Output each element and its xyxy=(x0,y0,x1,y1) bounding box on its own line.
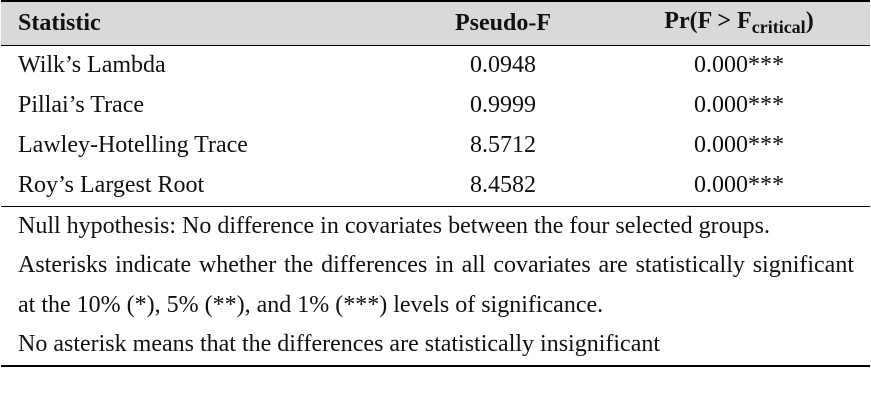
header-cell: Pseudo-F xyxy=(455,9,551,36)
table-body: Wilk’s Lambda 0.0948 0.000*** Pillai’s Trac… xyxy=(1,45,870,207)
table-cell: Pillai’s Trace xyxy=(18,92,145,118)
table-row: Lawley-Hotelling Trace 8.5712 0.000*** xyxy=(1,126,870,166)
table-cell: Lawley-Hotelling Trace xyxy=(18,132,248,158)
table-cell: Roy’s Largest Root xyxy=(1,165,398,207)
table-cell: Wilk’s Lambda xyxy=(18,52,166,78)
table-row: Wilk’s Lambda 0.0948 0.000*** xyxy=(1,45,870,86)
table-cell: 8.4582 xyxy=(398,165,608,207)
table-cell: 0.000*** xyxy=(694,52,784,78)
table-cell: 0.000*** xyxy=(608,165,870,207)
header-cell: Pr(F > Fcritical) xyxy=(608,1,870,45)
table-notes: Null hypothesis: No difference in covari… xyxy=(1,207,870,367)
table-row: Roy’s Largest Root 8.4582 0.000*** xyxy=(1,165,870,207)
header-subscript: critical xyxy=(751,17,806,38)
table-cell: 0.0948 xyxy=(470,52,536,78)
header-text: ) xyxy=(805,8,814,35)
stats-table: Statistic Pseudo-F Pr(F > Fcritical) Wil… xyxy=(1,0,870,207)
header-row: Statistic Pseudo-F Pr(F > Fcritical) xyxy=(1,1,870,45)
table-cell: 0.9999 xyxy=(470,92,536,118)
note: Null hypothesis: No difference in covari… xyxy=(18,212,770,239)
table-header: Statistic Pseudo-F Pr(F > Fcritical) xyxy=(1,1,870,45)
header-cell: Statistic xyxy=(18,9,101,36)
table-cell: 0.000*** xyxy=(694,132,784,158)
table-cell: 8.5712 xyxy=(470,132,536,158)
header-text: Pr(F > F xyxy=(664,8,752,35)
table-cell: 0.000*** xyxy=(694,92,784,118)
note: No asterisk means that the differences a… xyxy=(18,331,661,357)
table-row: Pillai’s Trace 0.9999 0.000*** xyxy=(1,86,870,126)
note: Asterisks indicate whether the differenc… xyxy=(18,252,854,318)
table-container: Statistic Pseudo-F Pr(F > Fcritical) Wil… xyxy=(1,0,870,367)
